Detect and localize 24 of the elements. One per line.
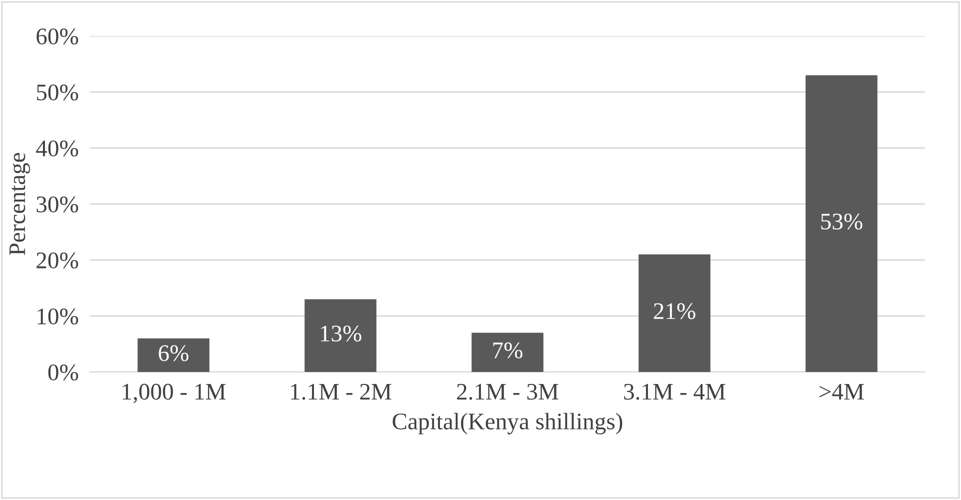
bar xyxy=(138,338,210,372)
y-tick-label: 30% xyxy=(36,196,78,212)
x-tick-label: 2.1M - 3M xyxy=(457,384,558,400)
bar xyxy=(472,332,544,372)
data-label: 53% xyxy=(821,214,862,230)
data-label: 6% xyxy=(158,345,188,362)
y-axis-title: Percentage xyxy=(10,153,30,256)
bar xyxy=(304,299,376,372)
x-tick-label: 1.1M - 2M xyxy=(291,384,392,400)
x-tick-label: >4M xyxy=(820,384,864,400)
x-tick-label: 3.1M - 4M xyxy=(624,384,726,400)
data-label: 7% xyxy=(493,342,522,358)
y-tick-label: 60% xyxy=(36,28,78,44)
y-tick-label: 10% xyxy=(38,308,78,324)
data-label: 21% xyxy=(654,303,696,320)
x-tick-label: 1,000 - 1M xyxy=(122,384,226,404)
y-tick-label: 50% xyxy=(36,84,78,100)
bar xyxy=(638,254,710,372)
data-label: 13% xyxy=(320,326,362,342)
x-axis-title: Capital(Kenya shillings) xyxy=(392,412,622,434)
y-tick-label: 40% xyxy=(36,140,78,156)
bar xyxy=(806,75,878,372)
y-tick-label: 0% xyxy=(48,364,78,380)
y-tick-label: 20% xyxy=(36,252,78,268)
